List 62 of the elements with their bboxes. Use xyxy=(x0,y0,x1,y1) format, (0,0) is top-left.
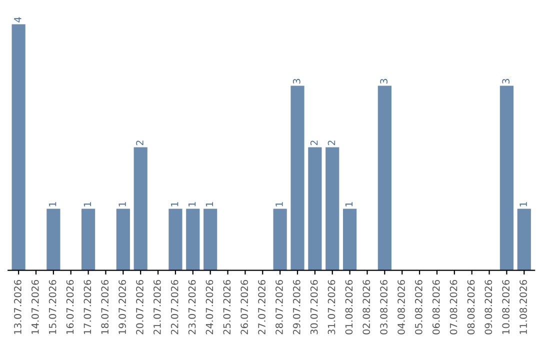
x-tick-label: 04.08.2026 xyxy=(398,280,405,334)
x-tick-label: 17.07.2026 xyxy=(84,280,92,334)
data-label: 1 xyxy=(188,202,196,206)
x-tick-label: 06.08.2026 xyxy=(432,280,440,334)
data-label: 1 xyxy=(118,202,126,206)
data-label: 1 xyxy=(345,202,352,206)
x-tick-label: 21.07.2026 xyxy=(153,280,161,334)
bar xyxy=(517,208,531,270)
bar xyxy=(46,208,60,270)
x-tick-label: 29.07.2026 xyxy=(292,280,300,334)
data-label: 1 xyxy=(276,202,283,206)
data-label: 2 xyxy=(136,140,144,146)
bar xyxy=(168,208,182,270)
data-label: 1 xyxy=(520,202,527,206)
x-tick-label: 19.07.2026 xyxy=(118,280,126,334)
bar xyxy=(134,147,148,270)
bar xyxy=(290,86,304,270)
data-label: 4 xyxy=(14,17,22,22)
data-label: 1 xyxy=(171,202,178,206)
x-tick-label: 22.07.2026 xyxy=(170,280,178,334)
bar xyxy=(273,208,287,270)
bar xyxy=(500,86,514,270)
x-tick-label: 01.08.2026 xyxy=(345,280,353,334)
x-tick-label: 08.08.2026 xyxy=(467,280,475,334)
data-label: 3 xyxy=(380,78,388,84)
x-tick-label: 28.07.2026 xyxy=(276,280,283,334)
x-tick-label: 15.07.2026 xyxy=(48,280,56,334)
x-tick-label: 20.07.2026 xyxy=(136,280,144,334)
x-tick-label: 31.07.2026 xyxy=(328,280,336,334)
x-tick-label: 10.08.2026 xyxy=(502,280,510,334)
bar xyxy=(186,208,200,270)
data-label: 2 xyxy=(328,140,336,146)
bar xyxy=(308,147,322,270)
x-tick-label: 11.08.2026 xyxy=(520,280,527,334)
x-tick-label: 02.08.2026 xyxy=(362,280,370,334)
bar xyxy=(204,208,218,270)
x-tick-label: 03.08.2026 xyxy=(380,280,388,334)
x-tick-label: 26.07.2026 xyxy=(240,280,248,334)
x-tick-label: 07.08.2026 xyxy=(450,280,458,334)
bar xyxy=(12,24,26,270)
x-tick-label: 25.07.2026 xyxy=(223,280,231,334)
data-label: 1 xyxy=(49,202,56,206)
x-tick-label: 05.08.2026 xyxy=(415,280,422,334)
data-label: 3 xyxy=(502,78,510,84)
bar xyxy=(343,208,357,270)
bar xyxy=(116,208,130,270)
bar xyxy=(81,208,96,270)
x-tick-label: 30.07.2026 xyxy=(310,280,318,334)
x-tick-label: 27.07.2026 xyxy=(258,280,266,334)
x-tick-label: 18.07.2026 xyxy=(101,280,109,334)
x-tick-label: 14.07.2026 xyxy=(31,280,39,334)
data-label: 1 xyxy=(206,202,214,206)
x-tick-label: 09.08.2026 xyxy=(484,280,492,334)
bar xyxy=(326,147,340,270)
bar xyxy=(378,86,392,270)
x-tick-label: 13.07.2026 xyxy=(14,280,22,334)
data-label: 1 xyxy=(84,202,91,206)
x-tick-label: 23.07.2026 xyxy=(188,280,196,334)
data-label: 2 xyxy=(310,140,318,146)
x-tick-label: 16.07.2026 xyxy=(66,280,74,334)
data-label: 3 xyxy=(292,78,300,84)
x-tick-label: 24.07.2026 xyxy=(206,280,214,334)
